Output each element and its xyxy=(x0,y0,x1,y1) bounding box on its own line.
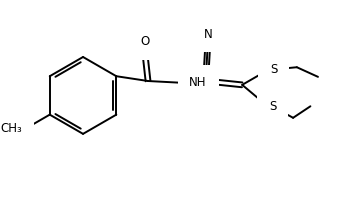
Text: S: S xyxy=(270,63,278,76)
Text: N: N xyxy=(204,28,213,41)
Text: S: S xyxy=(269,100,276,113)
Text: CH₃: CH₃ xyxy=(1,122,23,135)
Text: NH: NH xyxy=(189,77,207,89)
Text: O: O xyxy=(141,35,150,48)
